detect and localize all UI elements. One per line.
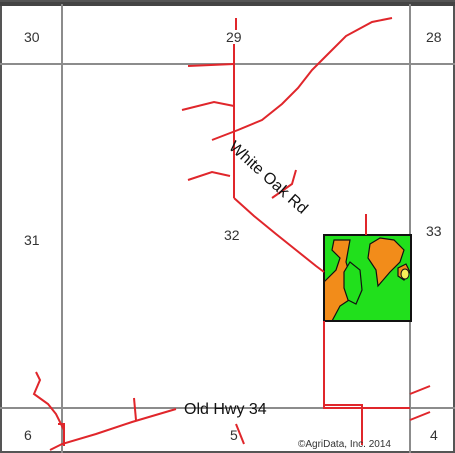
section-label-31: 31 [24,232,40,248]
road-network [32,17,431,451]
road-spur-a [187,63,235,67]
section-label-30: 30 [24,29,40,45]
road-label-old-hwy-34: Old Hwy 34 [184,401,267,418]
road-section-29-north [233,18,237,198]
field-soil-yellow [400,268,410,280]
copyright-text: ©AgriData, Inc. 2014 [298,439,391,450]
section-label-32: 32 [224,227,240,243]
road-spur-h [409,411,431,421]
field-soil-orange-east [367,237,405,288]
road-spur-i [133,397,137,421]
section-label-29: 29 [226,29,242,45]
road-field-south-east [323,321,410,409]
road-spur-e [324,404,363,408]
road-spur-c [187,170,231,181]
section-labels: 30 29 28 31 32 33 6 5 4 [24,29,442,443]
road-spur-b [181,100,235,111]
road-spur-d [271,169,297,199]
section-label-5: 5 [230,427,238,443]
old-hwy-34-west [49,408,177,451]
road-west-winding [32,371,65,431]
field-soil-green-inclusion [343,261,363,305]
white-oak-road-line [233,197,325,273]
section-label-4: 4 [430,427,438,443]
field-parcel[interactable] [323,234,412,322]
road-curve-northeast [211,17,393,141]
road-spur-j [58,423,65,446]
section-label-6: 6 [24,427,32,443]
section-label-33: 33 [426,223,442,239]
road-spur-k [235,423,245,445]
road-spur-g [409,385,431,395]
road-label-white-oak: White Oak Rd [225,138,310,217]
field-outline [323,234,412,322]
section-label-28: 28 [426,29,442,45]
